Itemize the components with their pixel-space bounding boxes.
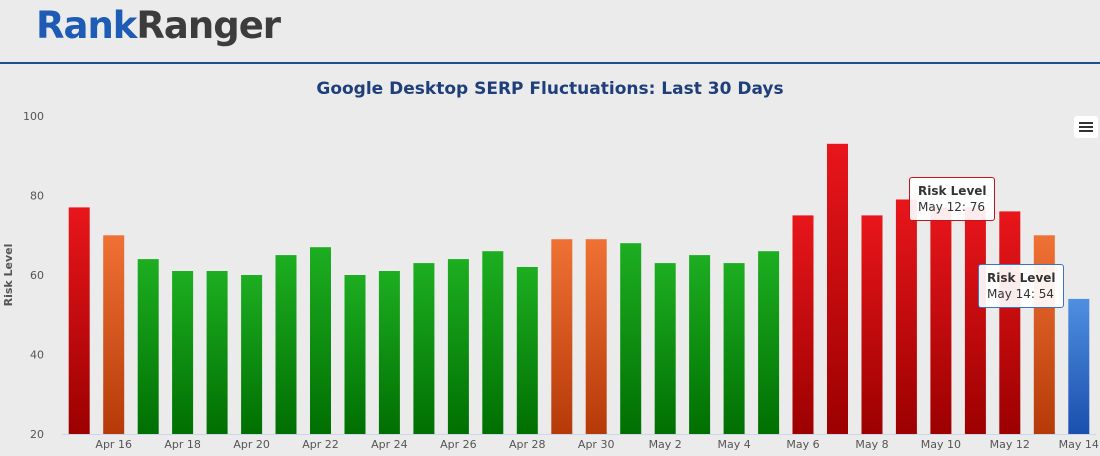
x-tick-label: May 12	[990, 438, 1030, 451]
x-tick-label: Apr 26	[440, 438, 477, 451]
bar-may-4[interactable]	[723, 263, 745, 434]
bar-apr-17[interactable]	[137, 259, 159, 434]
y-tick-label: 40	[30, 349, 44, 362]
y-tick-label: 60	[30, 269, 44, 282]
bar-apr-28[interactable]	[516, 267, 538, 434]
bar-apr-23[interactable]	[344, 275, 366, 434]
x-axis: Apr 16 Apr 18 Apr 20 Apr 22 Apr 24 Apr 26 Apr …	[62, 434, 1099, 451]
bar-may-11[interactable]	[964, 207, 986, 434]
tooltip-may-12: Risk Level May 12: 76	[909, 177, 995, 221]
x-tick-label: May 6	[786, 438, 819, 451]
bar-apr-24[interactable]	[378, 271, 400, 434]
bar-may-8[interactable]	[861, 215, 883, 434]
bar-may-2[interactable]	[654, 263, 676, 434]
x-tick-label: May 8	[855, 438, 888, 451]
bar-apr-27[interactable]	[482, 251, 504, 434]
bar-may-12[interactable]	[999, 211, 1021, 434]
hamburger-icon-line	[1079, 130, 1093, 132]
y-tick-label: 100	[23, 110, 44, 123]
bar-may-1[interactable]	[620, 243, 642, 434]
bar-apr-22[interactable]	[310, 247, 331, 434]
tooltip-may-14: Risk Level May 14: 54	[978, 264, 1064, 308]
y-tick-label: 20	[30, 428, 44, 441]
x-tick-label: May 2	[649, 438, 682, 451]
x-tick-label: May 14	[1059, 438, 1099, 451]
hamburger-icon	[1079, 122, 1093, 124]
y-axis: 20 40 60 80 100	[23, 110, 44, 441]
bar-apr-30[interactable]	[585, 239, 607, 434]
bar-may-7[interactable]	[827, 143, 848, 435]
bar-apr-15[interactable]	[68, 207, 90, 434]
bar-may-6[interactable]	[792, 215, 814, 434]
logo-part-ranger: Ranger	[136, 4, 281, 47]
chart-title: Google Desktop SERP Fluctuations: Last 3…	[316, 79, 784, 99]
x-tick-label: Apr 30	[578, 438, 615, 451]
y-axis-label: Risk Level	[2, 244, 15, 307]
tooltip-title: Risk Level	[987, 271, 1056, 285]
tooltip-label: May 12: 76	[918, 200, 986, 214]
bar-may-9[interactable]	[895, 199, 917, 435]
bar-apr-26[interactable]	[447, 259, 469, 434]
tooltip-label: May 14: 54	[987, 287, 1055, 301]
x-tick-label: Apr 22	[302, 438, 339, 451]
bar-apr-25[interactable]	[413, 263, 435, 434]
logo-part-rank: Rank	[36, 4, 137, 47]
y-tick-label: 80	[30, 190, 44, 203]
rank-ranger-logo[interactable]: RankRanger	[36, 4, 281, 47]
bar-may-10[interactable]	[930, 207, 952, 434]
x-tick-label: Apr 24	[371, 438, 408, 451]
tooltip-title: Risk Level	[918, 184, 987, 198]
bar-apr-19[interactable]	[206, 271, 228, 434]
bar-apr-21[interactable]	[275, 255, 297, 434]
x-tick-label: Apr 16	[95, 438, 132, 451]
bar-apr-18[interactable]	[172, 271, 194, 434]
x-tick-label: May 10	[921, 438, 961, 451]
bar-may-3[interactable]	[689, 255, 711, 434]
bar-apr-20[interactable]	[241, 275, 263, 434]
x-tick-label: Apr 20	[233, 438, 270, 451]
hamburger-icon-line	[1079, 126, 1093, 128]
bar-may-14[interactable]	[1068, 298, 1090, 434]
x-tick-label: Apr 18	[164, 438, 201, 451]
bars	[68, 143, 1090, 435]
x-tick-label: Apr 28	[509, 438, 546, 451]
x-tick-label: May 4	[717, 438, 750, 451]
bar-apr-16[interactable]	[103, 235, 125, 435]
chart-menu-button[interactable]	[1074, 116, 1098, 138]
bar-apr-29[interactable]	[551, 239, 573, 434]
bar-may-5[interactable]	[758, 251, 780, 434]
header: RankRanger	[0, 0, 1100, 64]
